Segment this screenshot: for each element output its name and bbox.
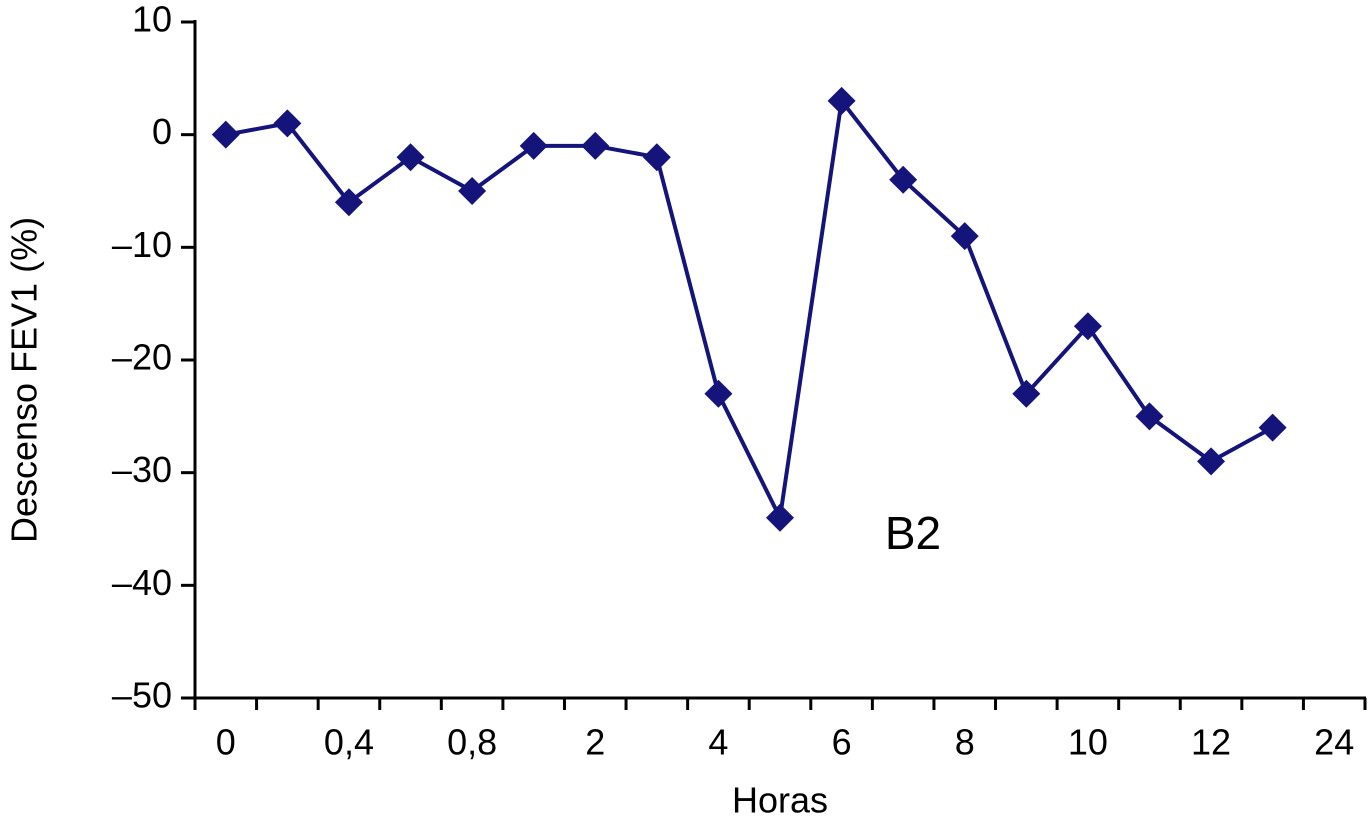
y-tick-label: –10 [112, 224, 172, 265]
x-tick-label: 0 [216, 722, 236, 763]
x-axis-label: Horas [732, 780, 828, 821]
x-tick-label: 0,4 [324, 722, 374, 763]
marker [1012, 379, 1041, 408]
marker [458, 177, 487, 205]
marker [1073, 312, 1102, 341]
x-tick-label: 12 [1191, 722, 1231, 763]
marker [766, 503, 794, 532]
marker [704, 379, 733, 408]
y-tick-label: 0 [152, 111, 172, 152]
x-tick-label: 10 [1068, 722, 1108, 763]
series-line [225, 98, 1274, 520]
y-tick-label: –50 [112, 675, 172, 716]
y-tick-label: –30 [112, 449, 172, 490]
x-tick-label: 4 [708, 722, 728, 763]
marker [642, 143, 671, 172]
annotation: B2 [885, 507, 941, 559]
x-tick-label: 8 [955, 722, 975, 763]
x-tick-label: 24 [1314, 722, 1354, 763]
marker [334, 188, 363, 217]
marker [396, 143, 425, 172]
y-axis-label: Descenso FEV1 (%) [4, 217, 45, 543]
marker [1197, 447, 1226, 476]
marker [211, 120, 240, 149]
y-tick-label: 10 [132, 0, 172, 40]
x-tick-label: 6 [832, 722, 852, 763]
y-tick-label: –20 [112, 337, 172, 378]
x-tick-label: 2 [585, 722, 605, 763]
marker [273, 109, 302, 138]
marker [889, 165, 918, 194]
x-tick-label: 0,8 [447, 722, 497, 763]
marker [581, 131, 610, 160]
marker [950, 222, 979, 251]
marker [1135, 402, 1164, 431]
marker [827, 86, 856, 115]
marker [1258, 413, 1287, 442]
y-tick-label: –40 [112, 562, 172, 603]
marker [519, 131, 548, 160]
